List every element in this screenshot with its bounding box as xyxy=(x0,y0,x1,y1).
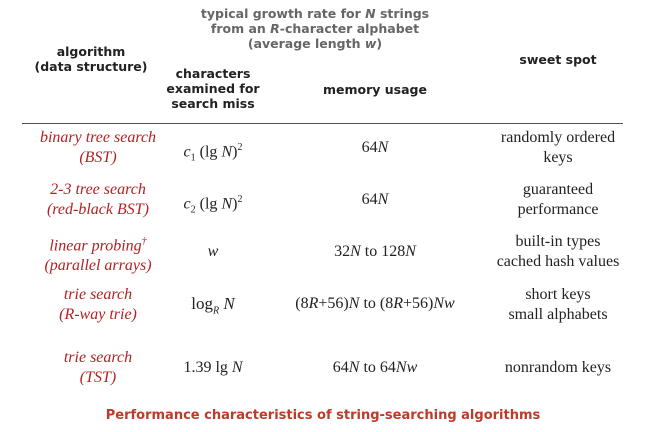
header-characters: characters examined for search miss xyxy=(150,66,276,111)
header-algorithm-line1: algorithm xyxy=(56,44,126,59)
header-sweet-spot: sweet spot xyxy=(519,52,597,67)
header-characters-line1: characters xyxy=(175,66,251,81)
row-5-alg-name: trie search xyxy=(63,349,133,366)
row-1-algorithm: binary tree search (BST) xyxy=(14,128,182,168)
header-group-line3: (average length w) xyxy=(247,36,383,51)
header-group-line1: typical growth rate for N strings xyxy=(200,6,430,21)
row-5-sweet-spot: nonrandom keys xyxy=(470,358,646,378)
row-4-alg-structure: (R-way trie) xyxy=(59,306,137,323)
row-2-sweet-spot: guaranteed performance xyxy=(470,180,646,220)
row-1-alg-name: binary tree search xyxy=(39,129,157,146)
row-1-sweet-line2: keys xyxy=(543,149,573,166)
header-group-line2: from an R-character alphabet xyxy=(210,21,420,36)
row-1-sweet-spot: randomly ordered keys xyxy=(470,128,646,168)
header-memory: memory usage xyxy=(323,82,427,97)
row-5-algorithm: trie search (TST) xyxy=(14,348,182,388)
header-characters-line3: search miss xyxy=(171,96,255,111)
row-3-sweet-line1: built-in types xyxy=(515,233,601,250)
row-2-memory: 64N xyxy=(361,191,389,208)
header-algorithm: algorithm (data structure) xyxy=(16,44,166,74)
row-3-sweet-spot: built-in types cached hash values xyxy=(470,232,646,272)
header-group-title: typical growth rate for N strings from a… xyxy=(150,6,480,51)
row-4-sweet-spot: short keys small alphabets xyxy=(470,285,646,325)
row-1-memory: 64N xyxy=(361,139,389,156)
row-3-characters: w xyxy=(207,243,219,260)
row-3-memory: 32N to 128N xyxy=(334,243,416,260)
row-4-sweet-line1: short keys xyxy=(525,286,591,303)
row-4-alg-name: trie search xyxy=(63,286,133,303)
row-2-sweet-line2: performance xyxy=(517,201,599,218)
row-3-alg-structure: (parallel arrays) xyxy=(44,257,152,275)
header-characters-line2: examined for xyxy=(166,81,260,96)
row-2-characters: c2 (lg N)2 xyxy=(183,194,243,216)
row-2-alg-name: 2-3 tree search xyxy=(50,181,146,198)
row-1-alg-structure: (BST) xyxy=(79,149,117,166)
row-1-characters: c1 (lg N)2 xyxy=(183,142,243,164)
row-5-memory: 64N to 64Nw xyxy=(332,359,418,376)
row-1-sweet-line1: randomly ordered xyxy=(500,129,616,146)
header-rule xyxy=(22,123,623,124)
row-4-algorithm: trie search (R-way trie) xyxy=(14,285,182,325)
row-3-alg-name: linear probing† xyxy=(49,236,147,255)
row-2-algorithm: 2-3 tree search (red-black BST) xyxy=(14,180,182,220)
row-2-sweet-line1: guaranteed xyxy=(522,181,594,198)
row-3-algorithm: linear probing† (parallel arrays) xyxy=(14,232,182,276)
row-3-sweet-line2: cached hash values xyxy=(496,253,620,270)
row-4-sweet-line2: small alphabets xyxy=(508,306,608,323)
row-4-memory: (8R+56)N to (8R+56)Nw xyxy=(295,295,455,312)
row-5-alg-structure: (TST) xyxy=(79,369,117,386)
row-4-characters: logR N xyxy=(191,294,235,317)
row-2-alg-structure: (red-black BST) xyxy=(46,201,150,218)
header-algorithm-line2: (data structure) xyxy=(34,59,148,74)
row-5-sweet-line1: nonrandom keys xyxy=(504,359,612,376)
table-caption: Performance characteristics of string-se… xyxy=(105,408,541,423)
row-5-characters: 1.39 lg N xyxy=(183,359,243,376)
